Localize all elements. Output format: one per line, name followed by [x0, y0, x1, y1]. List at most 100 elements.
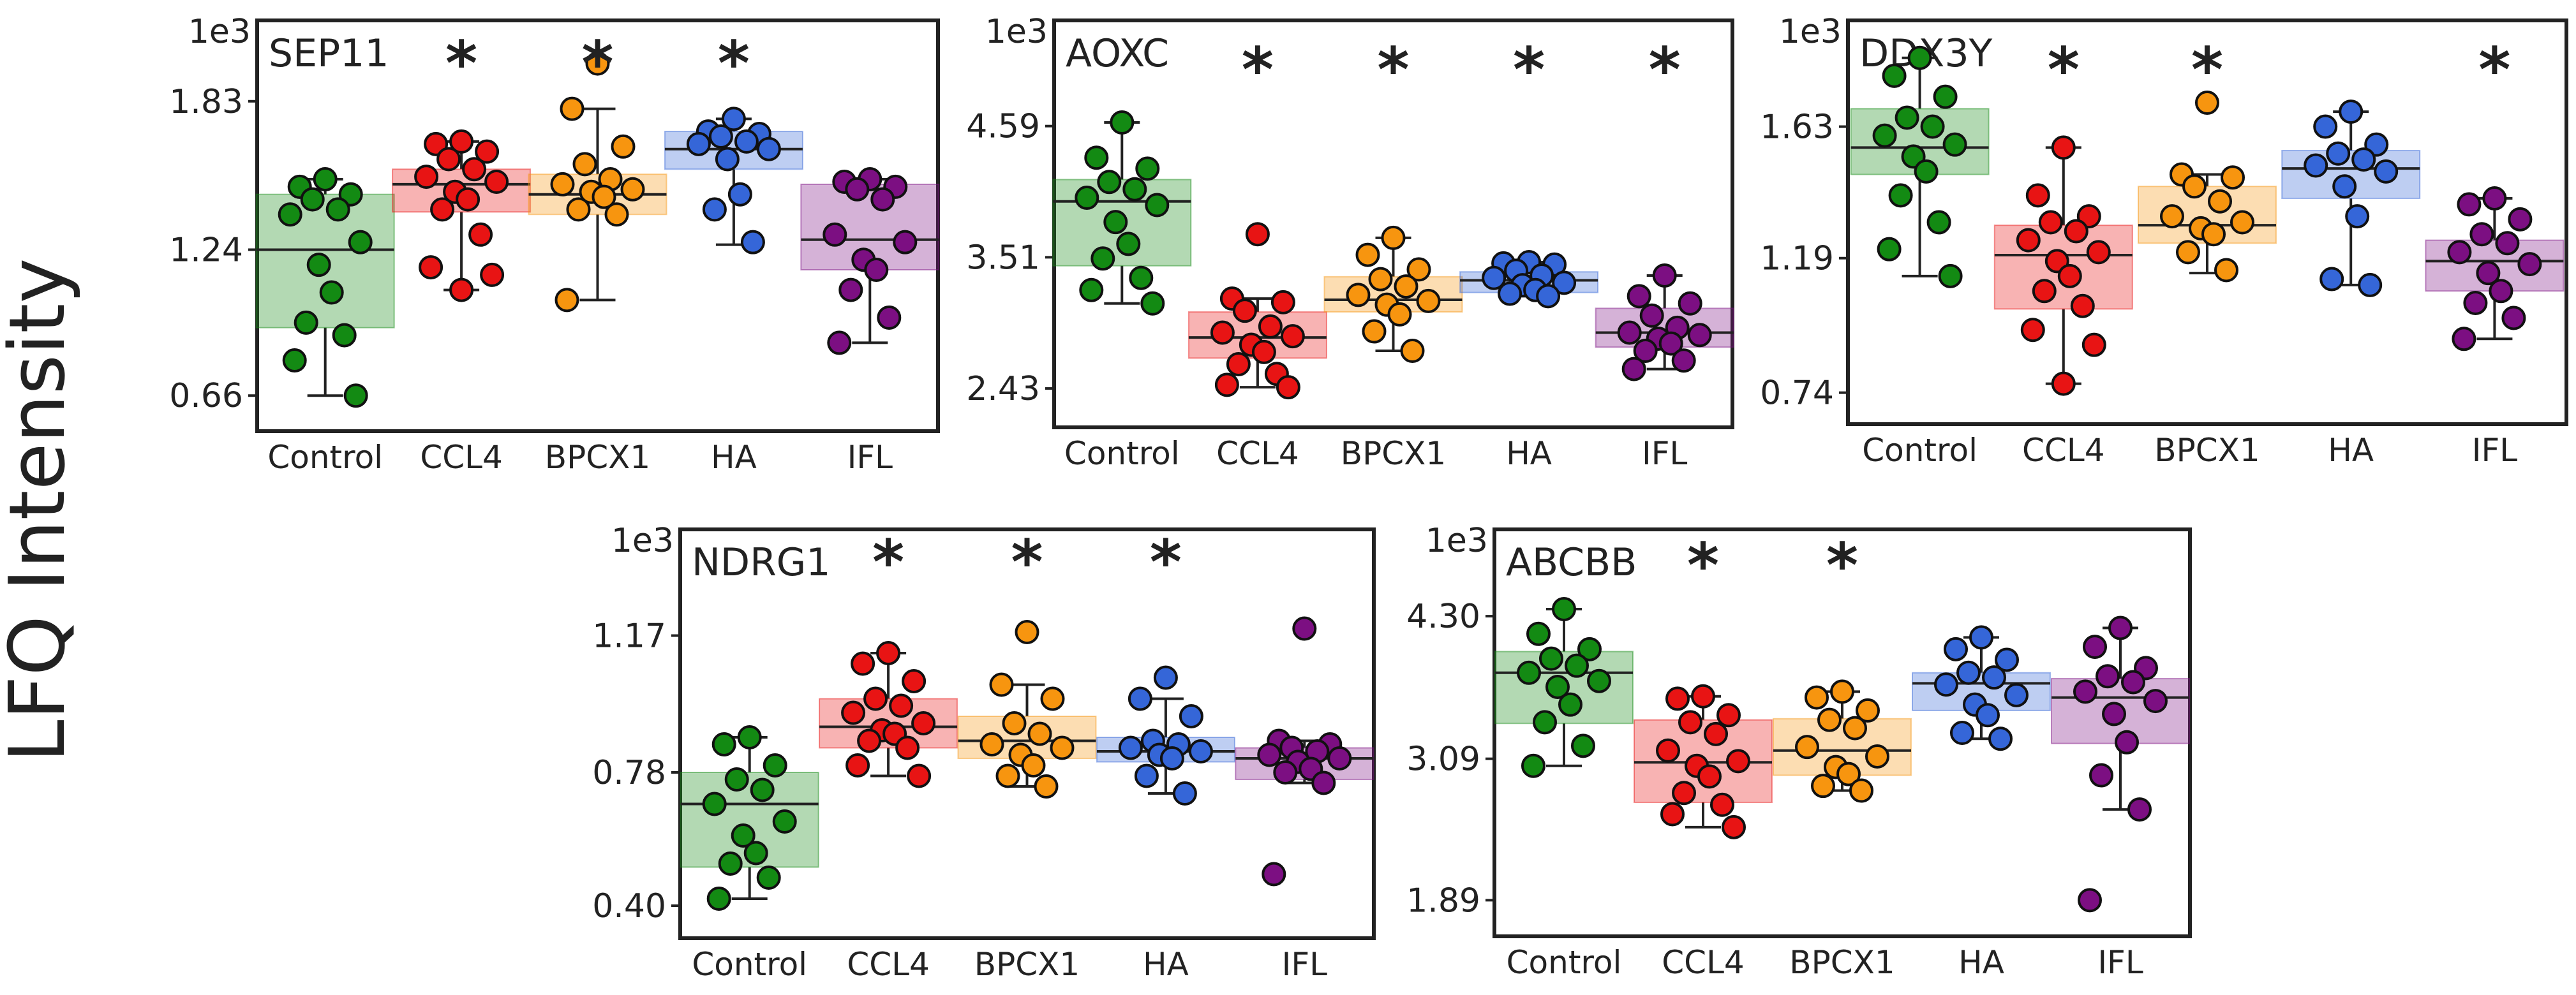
box-bpcx1: [1773, 679, 1912, 803]
data-point: [1956, 660, 1981, 685]
data-point: [2489, 279, 2513, 304]
data-point: [424, 131, 449, 156]
data-point: [1830, 679, 1854, 704]
x-tick-label: CCL4: [2022, 432, 2105, 469]
data-point: [845, 753, 870, 778]
significance-star: *: [718, 28, 750, 100]
data-point: [620, 177, 645, 202]
data-point: [1856, 698, 1880, 723]
data-point: [702, 792, 727, 816]
significance-star: *: [1826, 530, 1858, 601]
data-point: [1988, 726, 2013, 751]
data-point: [715, 147, 740, 172]
data-point: [1926, 210, 1951, 235]
data-point: [1944, 637, 1968, 661]
data-point: [348, 230, 373, 254]
data-point: [2508, 207, 2533, 232]
y-tick-label: 4.30: [1406, 598, 1480, 636]
box-ifl: [2425, 186, 2565, 351]
data-point: [1691, 684, 1715, 709]
data-point: [1521, 753, 1545, 778]
data-point: [1258, 314, 1283, 339]
y-tick-label: 0.78: [592, 754, 666, 792]
data-point: [1671, 348, 1696, 373]
x-tick-label: IFL: [2097, 944, 2143, 981]
data-point: [2230, 210, 2254, 235]
data-point: [430, 197, 455, 222]
data-point: [706, 887, 731, 911]
data-point: [1128, 686, 1152, 711]
data-point: [711, 732, 736, 756]
box-ha: [1459, 249, 1599, 309]
data-point: [1251, 339, 1276, 364]
data-point: [727, 182, 752, 207]
data-point: [1849, 778, 1873, 803]
data-point: [2463, 291, 2488, 316]
data-point: [979, 732, 1004, 756]
data-point: [2121, 670, 2145, 695]
data-point: [1872, 123, 1897, 148]
data-point: [2221, 165, 2245, 190]
data-point: [2482, 186, 2507, 211]
panel-ndrg1: NDRG1 1e3 0.40 0.78 1.17 Control CCL4 * BPCX1 * HA…: [592, 522, 1376, 983]
data-point: [1140, 291, 1165, 316]
data-point: [2447, 240, 2472, 265]
data-point: [572, 152, 597, 177]
data-point: [1129, 265, 1154, 290]
data-point: [1276, 375, 1300, 400]
data-point: [306, 253, 331, 277]
data-point: [480, 262, 505, 287]
data-point: [724, 767, 749, 792]
y-tick-label: 0.40: [592, 887, 666, 925]
data-point: [1895, 105, 1919, 130]
data-point: [1969, 625, 1993, 650]
data-point: [1914, 159, 1939, 184]
data-point: [1103, 210, 1128, 235]
data-point: [702, 197, 727, 222]
data-point: [1938, 263, 1963, 288]
data-point: [1627, 284, 1651, 309]
data-point: [1079, 277, 1104, 302]
data-point: [1843, 716, 1867, 741]
data-point: [338, 182, 363, 207]
y-tick-label: 1.24: [169, 231, 243, 269]
data-point: [475, 139, 500, 164]
data-point: [2476, 261, 2501, 286]
y-tick-label: 1.19: [1760, 240, 1834, 278]
data-point: [1210, 320, 1235, 345]
data-point: [1552, 596, 1576, 621]
data-point: [1865, 744, 1889, 769]
data-point: [718, 851, 743, 876]
data-point: [1704, 721, 1728, 746]
data-point: [566, 197, 591, 222]
panel-frame: [1493, 527, 2192, 938]
data-point: [2195, 91, 2219, 115]
x-tick-label: BPCX1: [1341, 435, 1446, 472]
data-point: [902, 669, 927, 693]
data-point: [1116, 232, 1141, 256]
data-point: [1552, 270, 1577, 295]
x-tick-label: IFL: [1282, 946, 1328, 983]
box-bpcx1: [957, 620, 1097, 799]
data-point: [2201, 222, 2226, 247]
data-point: [1002, 711, 1027, 735]
data-point: [845, 177, 870, 202]
box-bpcx1: [1323, 225, 1463, 364]
data-point: [1040, 686, 1065, 711]
box-control: [1052, 110, 1192, 316]
box-control: [680, 725, 819, 911]
data-point: [1346, 283, 1371, 307]
data-point: [763, 753, 787, 778]
exponent-label: 1e3: [1779, 13, 1842, 51]
data-point: [743, 841, 768, 866]
data-point: [1482, 265, 1507, 290]
data-point: [1950, 721, 1974, 745]
data-point: [2083, 635, 2107, 660]
x-tick-label: IFL: [2472, 432, 2518, 469]
data-point: [1652, 263, 1677, 288]
data-point: [1034, 774, 1059, 799]
data-point: [889, 693, 914, 718]
data-point: [1257, 742, 1282, 767]
data-point: [449, 129, 474, 154]
